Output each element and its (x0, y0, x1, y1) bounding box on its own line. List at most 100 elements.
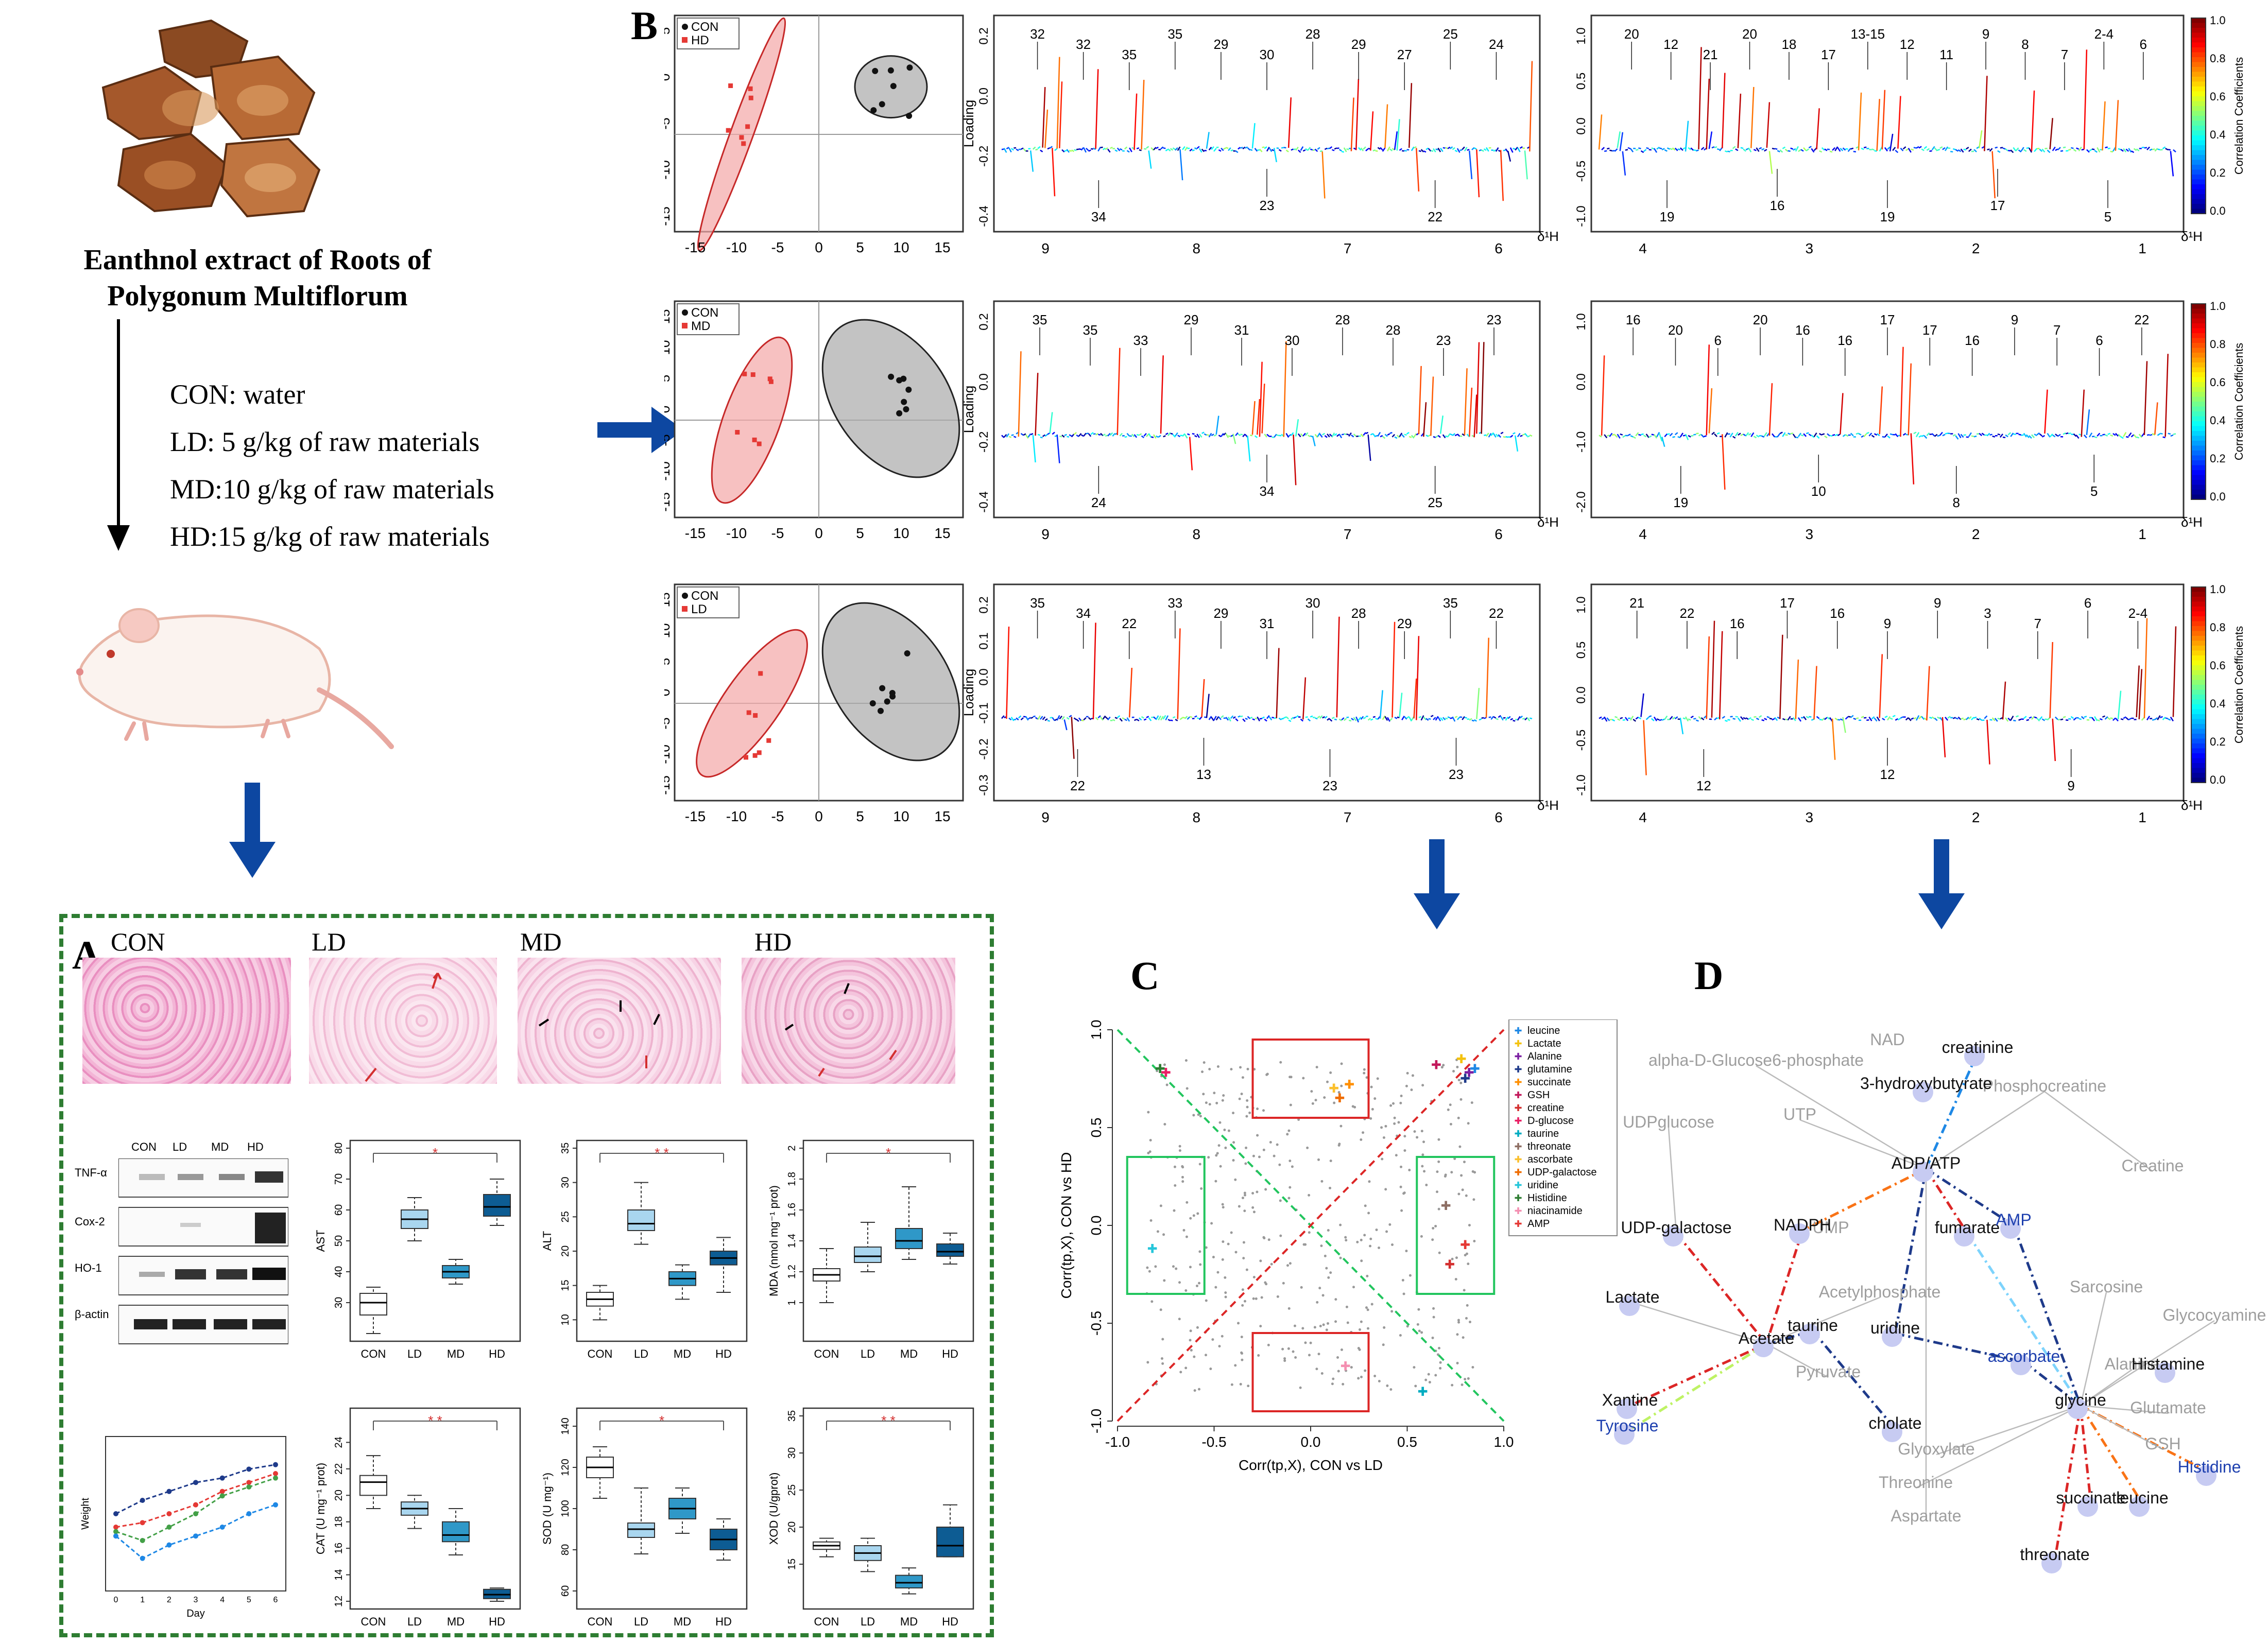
loading-trace-segment (1105, 434, 1108, 437)
loading-trace-segment (1813, 432, 1817, 438)
box-xtick: MD (447, 1615, 465, 1628)
scatter-point (1259, 1259, 1262, 1262)
loading-trace-segment (1648, 435, 1652, 438)
scatter-point (1436, 1170, 1439, 1173)
scatter-point (1288, 1160, 1292, 1163)
loading-trace-segment (1995, 146, 1998, 149)
loading-trace-segment (1175, 432, 1178, 437)
box-xtick: CON (814, 1615, 839, 1628)
loading-trace-segment (1006, 147, 1009, 150)
loading-trace-segment (1322, 432, 1326, 436)
loading-axis-label: Loading (961, 669, 976, 717)
loading-trace-segment (1627, 434, 1631, 437)
box-ytick: 1.4 (786, 1234, 798, 1248)
box-xtick: HD (942, 1347, 958, 1360)
scatter-point (1325, 1267, 1328, 1270)
scatter-xtick: 0.5 (1397, 1434, 1417, 1450)
peak-label: 35 (1122, 47, 1137, 62)
loading-trace-segment (1156, 435, 1159, 438)
loading-trace-segment (1960, 434, 1964, 438)
loading-trace-segment (1635, 149, 1639, 151)
loading-trace-segment (1047, 147, 1051, 150)
scatter-point (1210, 1222, 1213, 1225)
loading-trace-segment (1208, 716, 1212, 720)
loading-trace-segment (1008, 147, 1012, 153)
score-xtick: 0 (815, 239, 823, 255)
loading-trace-segment (1355, 716, 1360, 723)
scatter-point (1399, 1101, 1402, 1104)
loading-trace-segment (1254, 148, 1258, 152)
loading-trace-segment (1278, 717, 1282, 721)
loading-trace-segment (1435, 435, 1439, 438)
loading-trace-segment (1806, 432, 1809, 435)
loading-trace-segment (2128, 148, 2132, 153)
scatter-point (1193, 1355, 1196, 1358)
scatter-point (1283, 1357, 1286, 1360)
highlight-point: ✚ (1334, 1092, 1345, 1105)
scatter-point (1342, 1382, 1345, 1386)
colorbar-swatch (2191, 362, 2206, 368)
loading-trace-segment (1042, 87, 1046, 148)
loading-trace-segment (1435, 148, 1438, 151)
score-point-control (869, 700, 876, 707)
loading-trace-segment (1664, 433, 1668, 438)
loading-trace-segment (1420, 149, 1424, 153)
scatter-point (1161, 1362, 1164, 1365)
scatter-point (1214, 1180, 1217, 1183)
loading-trace-segment (1247, 716, 1251, 719)
scatter-point (1389, 1388, 1393, 1391)
colorbar-swatch (2191, 465, 2206, 471)
significance-mark: * (886, 1145, 891, 1161)
box-ytick: 20 (560, 1245, 571, 1257)
scatter-point (1393, 1122, 1396, 1125)
loading-trace-segment (1515, 146, 1518, 151)
colorbar-swatch (2191, 607, 2206, 612)
loading-ytick: 0.5 (1574, 73, 1588, 90)
loading-trace-segment (2037, 148, 2040, 150)
loading-trace-segment (1020, 432, 1024, 436)
loading-trace-segment (2133, 148, 2137, 151)
box-xtick: HD (489, 1615, 505, 1628)
network-context-edge (1632, 1302, 1767, 1345)
loading-trace-segment (1968, 716, 1972, 720)
colorbar-tick: 0.2 (2210, 735, 2226, 748)
loading-trace-segment (1931, 146, 1935, 150)
score-ytick: 5 (664, 658, 673, 665)
loading-trace-segment (1779, 431, 1783, 435)
loading-trace-segment (1793, 148, 1796, 151)
loading-trace-segment (1745, 432, 1749, 437)
box-xtick: HD (489, 1347, 505, 1360)
colorbar-swatch (2191, 38, 2206, 43)
network-node-label: Histidine (2178, 1458, 2241, 1476)
loading-trace-segment (1748, 717, 1751, 720)
loading-trace-segment (1033, 715, 1036, 718)
loading-trace-segment (1840, 148, 1844, 151)
score-ytick: 0 (664, 689, 673, 696)
loading-trace-segment (1450, 433, 1453, 436)
loading-trace-segment (1963, 718, 1967, 721)
box-ytick: 1.6 (786, 1203, 798, 1217)
network-edge (1626, 1342, 1767, 1433)
loading-trace-segment (1803, 433, 1807, 437)
scatter-point (1463, 1161, 1466, 1164)
loading-trace-segment (2107, 432, 2111, 435)
loading-trace-segment (1735, 148, 1739, 151)
colorbar-swatch (2191, 460, 2206, 466)
peak-label: 12 (1900, 37, 1915, 52)
scatter-point (1238, 1097, 1241, 1100)
loading-trace-segment (1617, 434, 1621, 439)
network-context-edge (1668, 1127, 1677, 1234)
loading-trace-segment (1119, 148, 1123, 151)
scatter-point (1352, 1286, 1355, 1289)
loading-trace-segment (1659, 719, 1662, 721)
scatter-point (1468, 1224, 1471, 1227)
network-context-edge (2080, 1369, 2133, 1407)
loading-trace-segment (1238, 715, 1241, 718)
loading-trace-segment (1842, 147, 1846, 151)
loading-trace-segment (1257, 716, 1261, 722)
scatter-point (1199, 1115, 1202, 1118)
scatter-legend-entry: creatine (1527, 1102, 1564, 1114)
colorbar-swatch (2191, 372, 2206, 378)
loading-trace-segment (1151, 436, 1154, 438)
peak-label: 35 (1083, 322, 1098, 338)
